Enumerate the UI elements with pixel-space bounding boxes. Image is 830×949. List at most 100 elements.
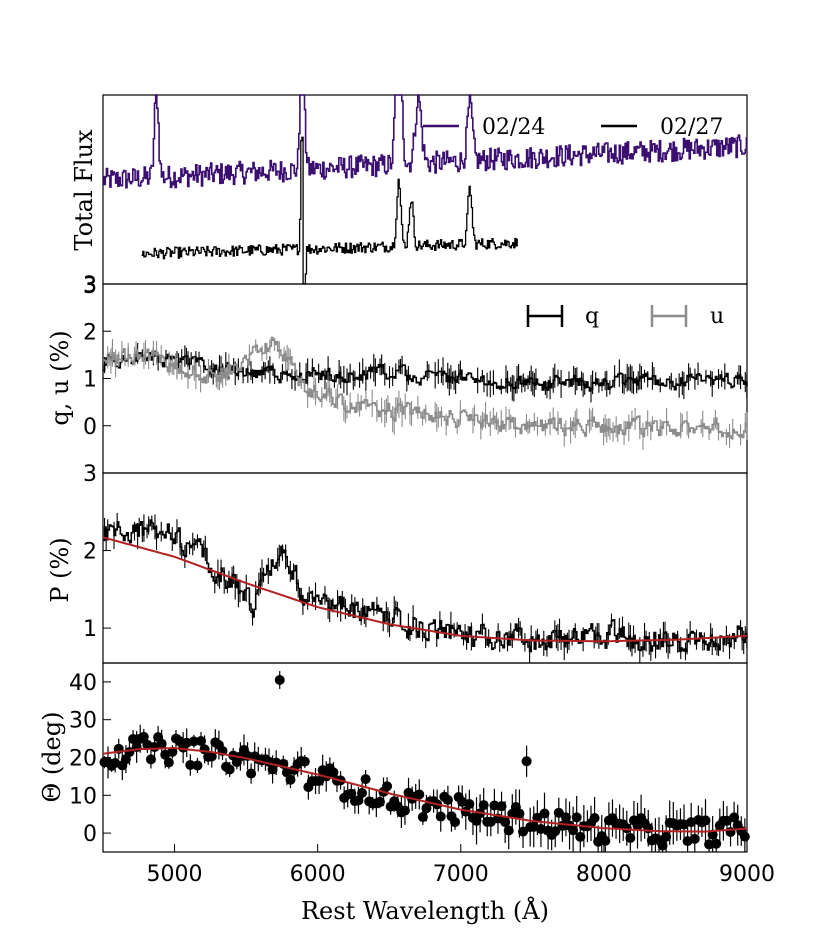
theta-point: [138, 731, 149, 742]
theta-point: [471, 815, 482, 826]
qu-ytick-3: 3: [83, 273, 97, 298]
qu-ytick-2: 2: [83, 320, 97, 345]
theta-point: [360, 774, 371, 785]
theta-point: [328, 767, 339, 778]
P-ytick-1: 1: [83, 617, 97, 642]
theta-point: [568, 825, 579, 836]
P-series-group: [102, 512, 748, 663]
theta-point: [625, 832, 636, 843]
theta-point: [274, 675, 285, 686]
P-fit-line: [102, 536, 748, 643]
flux-ytick-3: 3: [83, 274, 97, 299]
qu-panel: 0 1 2 3 q, u (%) q u: [46, 273, 748, 474]
theta-point: [192, 760, 203, 771]
legend-label-u: u: [710, 304, 724, 329]
P-panel-frame: [102, 472, 748, 664]
flux-line-02-24: [103, 94, 748, 189]
qu-yticks: 0 1 2 3: [83, 273, 111, 440]
flux-ylabel: Total Flux: [70, 129, 98, 251]
theta-point: [382, 781, 393, 792]
theta-point: [188, 736, 199, 747]
theta-ytick-0: 0: [83, 822, 97, 847]
xtick-8000: 8000: [576, 862, 632, 887]
theta-point: [500, 817, 511, 828]
theta-point: [560, 812, 571, 823]
qu-ylabel: q, u (%): [46, 330, 74, 425]
theta-point: [600, 835, 611, 846]
theta-point: [374, 796, 385, 807]
theta-point: [450, 817, 461, 828]
flux-panel-frame: [102, 94, 748, 285]
theta-panel: 0 10 20 30 40 5000 6000 7000 8000 9000 Θ (deg) R…: [38, 662, 775, 925]
theta-point: [145, 754, 156, 765]
theta-ylabel: Θ (deg): [38, 712, 66, 803]
qu-line-q: [103, 350, 748, 392]
theta-point: [167, 746, 178, 757]
theta-point: [550, 826, 561, 837]
theta-point: [700, 815, 711, 826]
theta-point: [246, 768, 257, 779]
theta-point: [521, 756, 532, 767]
theta-point: [417, 812, 428, 823]
flux-legend: 02/24 02/27: [423, 115, 723, 140]
xtick-6000: 6000: [290, 862, 346, 887]
P-ylabel: P (%): [46, 537, 74, 602]
theta-fit-line: [102, 746, 748, 833]
theta-point: [657, 840, 668, 851]
P-ytick-3: 3: [83, 462, 97, 487]
theta-point: [224, 764, 235, 775]
P-line-P: [103, 519, 748, 653]
x-axis-label: Rest Wavelength (Å): [301, 896, 549, 925]
flux-series-group: [103, 94, 748, 285]
theta-point: [589, 813, 600, 824]
xtick-5000: 5000: [147, 862, 203, 887]
legend-swatch-q: [526, 305, 564, 327]
theta-point: [357, 787, 368, 798]
theta-ytick-20: 20: [69, 747, 97, 772]
legend-label-0227: 02/27: [660, 115, 723, 140]
theta-ytick-40: 40: [69, 671, 97, 696]
theta-point: [414, 789, 425, 800]
theta-ytick-30: 30: [69, 709, 97, 734]
theta-point: [518, 826, 529, 837]
theta-point: [285, 774, 296, 785]
theta-yticks: 0 10 20 30 40: [69, 671, 111, 847]
theta-point: [729, 812, 740, 823]
flux-line-02-27: [141, 136, 518, 285]
theta-point: [206, 751, 217, 762]
theta-point: [571, 812, 582, 823]
legend-label-q: q: [585, 304, 599, 329]
theta-point: [128, 733, 139, 744]
theta-point: [299, 756, 310, 767]
theta-point: [496, 801, 507, 812]
legend-label-0224: 02/24: [482, 115, 545, 140]
theta-point: [163, 757, 174, 768]
qu-series-group: [102, 336, 748, 450]
P-panel: 1 2 3 P (%): [46, 462, 748, 664]
theta-point: [514, 808, 525, 819]
xtick-9000: 9000: [719, 862, 775, 887]
theta-point: [621, 823, 632, 834]
theta-point: [575, 831, 586, 842]
theta-panel-frame: [102, 662, 748, 853]
theta-point: [156, 738, 167, 749]
theta-point: [539, 808, 550, 819]
theta-point: [185, 759, 196, 770]
theta-point: [464, 799, 475, 810]
qu-ytick-1: 1: [83, 368, 97, 393]
qu-line-u: [103, 336, 748, 440]
xtick-7000: 7000: [433, 862, 489, 887]
theta-point: [553, 807, 564, 818]
theta-point: [435, 811, 446, 822]
theta-point: [503, 825, 514, 836]
theta-point: [661, 831, 672, 842]
theta-point: [739, 831, 750, 842]
theta-point: [196, 736, 207, 747]
theta-point: [442, 794, 453, 805]
legend-swatch-u: [650, 305, 688, 327]
theta-series-group: [99, 671, 750, 852]
theta-point: [689, 833, 700, 844]
qu-ytick-0: 0: [83, 415, 97, 440]
qu-legend: q u: [526, 304, 724, 329]
